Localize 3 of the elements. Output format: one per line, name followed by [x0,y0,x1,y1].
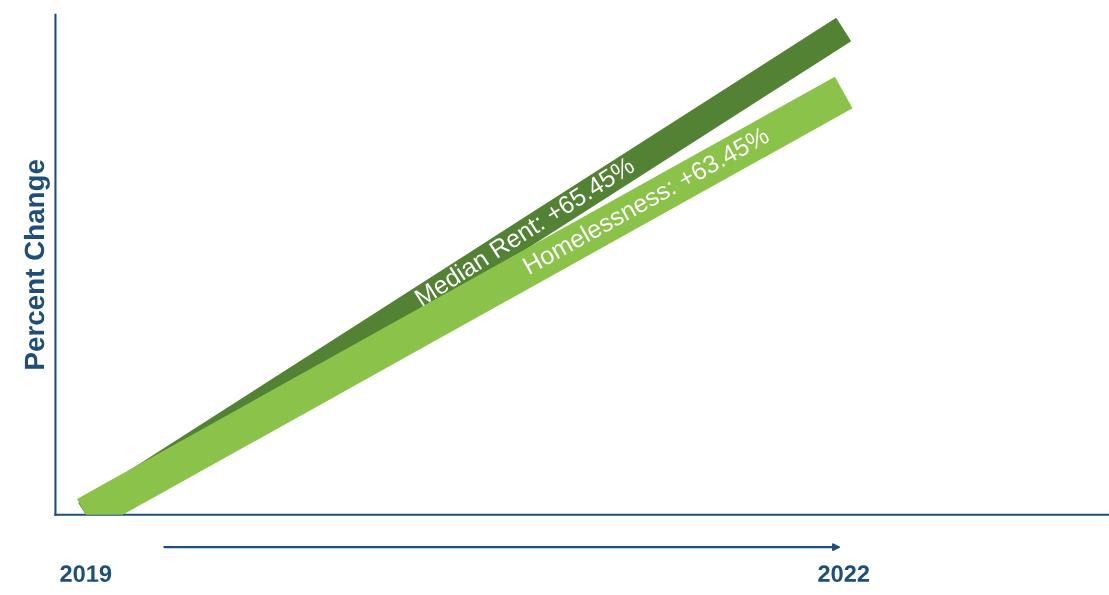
x-tick-label: 2022 [818,565,870,583]
y-axis-title: Percent Change [23,159,50,369]
x-tick-label: 2019 [60,565,112,583]
